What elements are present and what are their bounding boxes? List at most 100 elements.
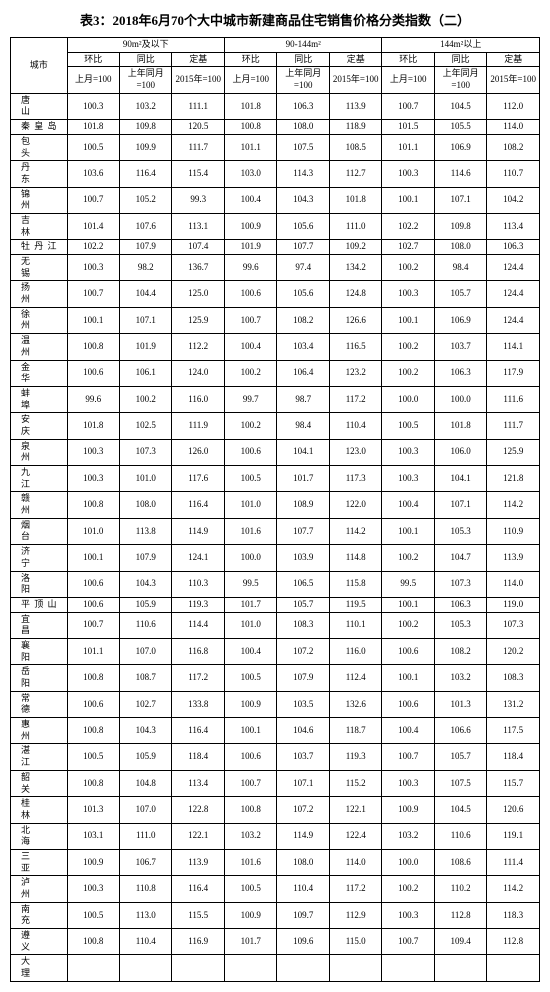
table-row: 九 江100.3101.0117.6100.5101.7117.3100.310…: [11, 466, 540, 492]
city-cell: 金 华: [11, 360, 68, 386]
value-cell: 118.4: [172, 744, 225, 770]
value-cell: 107.3: [120, 439, 172, 465]
value-cell: 116.9: [172, 929, 225, 955]
value-cell: 100.4: [382, 718, 434, 744]
value-cell: 117.6: [172, 466, 225, 492]
value-cell: 125.9: [487, 439, 540, 465]
value-cell: 100.1: [67, 545, 119, 571]
value-cell: 112.7: [329, 161, 382, 187]
value-cell: 125.0: [172, 281, 225, 307]
value-cell: 100.6: [67, 691, 119, 717]
value-cell: 100.1: [382, 307, 434, 333]
value-cell: 100.7: [382, 744, 434, 770]
value-cell: 100.7: [67, 612, 119, 638]
value-cell: 100.0: [224, 545, 276, 571]
table-row: 大 理: [11, 955, 540, 981]
hdr-hb-sub: 上月=100: [382, 67, 434, 93]
value-cell: 101.5: [382, 120, 434, 135]
value-cell: 110.8: [120, 876, 172, 902]
value-cell: 103.2: [434, 665, 486, 691]
value-cell: 103.2: [382, 823, 434, 849]
table-row: 宜 昌100.7110.6114.4101.0108.3110.1100.210…: [11, 612, 540, 638]
value-cell: 120.5: [172, 120, 225, 135]
value-cell: 100.7: [382, 929, 434, 955]
value-cell: 104.3: [277, 187, 329, 213]
table-row: 泸 州100.3110.8116.4100.5110.4117.2100.211…: [11, 876, 540, 902]
value-cell: 106.4: [277, 360, 329, 386]
city-cell: 赣 州: [11, 492, 68, 518]
value-cell: 100.6: [224, 281, 276, 307]
value-cell: 112.2: [172, 334, 225, 360]
value-cell: 100.5: [382, 413, 434, 439]
value-cell: 99.5: [224, 571, 276, 597]
value-cell: 105.9: [120, 597, 172, 612]
value-cell: 105.6: [277, 213, 329, 239]
value-cell: 119.3: [329, 744, 382, 770]
value-cell: 107.3: [434, 571, 486, 597]
value-cell: 108.2: [487, 134, 540, 160]
value-cell: 103.2: [120, 93, 172, 119]
value-cell: 108.2: [277, 307, 329, 333]
hdr-tb-sub: 上年同月=100: [277, 67, 329, 93]
value-cell: 116.4: [172, 492, 225, 518]
value-cell: 110.4: [329, 413, 382, 439]
value-cell: 103.4: [277, 334, 329, 360]
value-cell: 118.9: [329, 120, 382, 135]
value-cell: 100.1: [224, 718, 276, 744]
value-cell: 117.2: [329, 386, 382, 412]
value-cell: 109.7: [277, 902, 329, 928]
value-cell: 100.5: [67, 744, 119, 770]
value-cell: 112.0: [487, 93, 540, 119]
value-cell: 114.4: [172, 612, 225, 638]
value-cell: 106.9: [434, 307, 486, 333]
city-cell: 湛 江: [11, 744, 68, 770]
value-cell: 124.8: [329, 281, 382, 307]
value-cell: 114.9: [172, 518, 225, 544]
value-cell: [224, 955, 276, 981]
value-cell: 108.9: [277, 492, 329, 518]
value-cell: 111.0: [120, 823, 172, 849]
value-cell: 101.9: [224, 240, 276, 255]
hdr-g1: 90m²及以下: [67, 38, 224, 53]
value-cell: 100.3: [382, 770, 434, 796]
value-cell: 108.0: [120, 492, 172, 518]
value-cell: 106.3: [434, 597, 486, 612]
value-cell: 100.1: [67, 307, 119, 333]
table-row: 南 充100.5113.0115.5100.9109.7112.9100.311…: [11, 902, 540, 928]
value-cell: 107.1: [277, 770, 329, 796]
value-cell: 115.2: [329, 770, 382, 796]
value-cell: 108.0: [277, 120, 329, 135]
value-cell: 107.9: [277, 665, 329, 691]
value-cell: 100.6: [382, 638, 434, 664]
value-cell: 100.5: [224, 665, 276, 691]
value-cell: 104.6: [277, 718, 329, 744]
value-cell: 111.4: [487, 849, 540, 875]
city-cell: 扬 州: [11, 281, 68, 307]
value-cell: 103.7: [277, 744, 329, 770]
value-cell: 114.0: [329, 849, 382, 875]
value-cell: 116.5: [329, 334, 382, 360]
value-cell: 108.6: [434, 849, 486, 875]
value-cell: 114.8: [329, 545, 382, 571]
value-cell: 104.4: [120, 281, 172, 307]
city-cell: 包 头: [11, 134, 68, 160]
table-row: 锦 州100.7105.299.3100.4104.3101.8100.1107…: [11, 187, 540, 213]
value-cell: 103.1: [67, 823, 119, 849]
value-cell: 103.9: [277, 545, 329, 571]
city-cell: 牡 丹 江: [11, 240, 68, 255]
table-row: 洛 阳100.6104.3110.399.5106.5115.899.5107.…: [11, 571, 540, 597]
city-cell: 锦 州: [11, 187, 68, 213]
value-cell: 108.0: [434, 240, 486, 255]
value-cell: 111.1: [172, 93, 225, 119]
value-cell: 100.3: [67, 93, 119, 119]
value-cell: 101.4: [67, 213, 119, 239]
value-cell: [277, 955, 329, 981]
value-cell: 100.0: [434, 386, 486, 412]
value-cell: 109.8: [120, 120, 172, 135]
value-cell: 107.2: [277, 797, 329, 823]
table-title: 表3：2018年6月70个大中城市新建商品住宅销售价格分类指数（二）: [10, 10, 540, 29]
value-cell: 98.2: [120, 255, 172, 281]
value-cell: [434, 955, 486, 981]
value-cell: 103.0: [224, 161, 276, 187]
value-cell: 124.1: [172, 545, 225, 571]
